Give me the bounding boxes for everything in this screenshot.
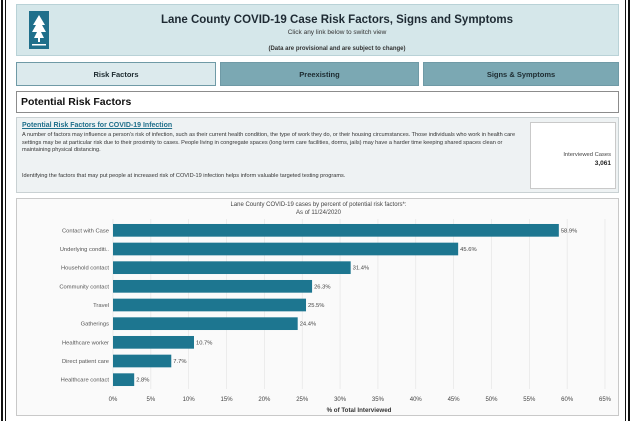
section-title: Potential Risk Factors	[21, 96, 132, 108]
bar	[113, 279, 313, 293]
x-axis-title: % of Total Interviewed	[327, 407, 392, 414]
data-label: 31.4%	[353, 266, 369, 272]
category-label: Contact with Case	[62, 228, 109, 234]
x-tick-label: 10%	[183, 397, 196, 403]
x-tick-label: 15%	[221, 397, 234, 403]
info-paragraph-2: Identifying the factors that may put peo…	[22, 173, 346, 179]
right-frame-border	[625, 0, 630, 421]
kpi-label: Interviewed Cases	[563, 152, 611, 158]
x-tick-label: 50%	[485, 397, 498, 403]
x-tick-label: 65%	[599, 397, 612, 403]
x-tick-label: 5%	[147, 397, 156, 403]
dashboard: Lane County COVID-19 Case Risk Factors, …	[14, 4, 621, 418]
dashboard-header: Lane County COVID-19 Case Risk Factors, …	[16, 4, 619, 56]
tab-signs-symptoms[interactable]: Signs & Symptoms	[423, 62, 619, 86]
x-tick-label: 60%	[561, 397, 574, 403]
dashboard-title: Lane County COVID-19 Case Risk Factors, …	[160, 14, 514, 26]
section-heading: Potential Risk Factors	[16, 91, 619, 113]
tab-preexisting[interactable]: Preexisting	[220, 62, 419, 86]
info-panel: Potential Risk Factors for COVID-19 Infe…	[16, 117, 619, 193]
category-label: Healthcare worker	[62, 340, 109, 346]
category-label: Community contact	[59, 284, 109, 290]
view-tabs: Risk Factors Preexisting Signs & Symptom…	[16, 62, 619, 86]
data-label: 10.7%	[196, 340, 212, 346]
data-label: 25.5%	[308, 303, 324, 309]
data-label: 26.3%	[314, 284, 330, 290]
category-label: Healthcare contact	[61, 378, 110, 384]
data-label: 58.9%	[561, 228, 577, 234]
data-label: 45.6%	[460, 247, 476, 253]
info-paragraph-1: A number of factors may influence a pers…	[22, 132, 516, 154]
x-tick-label: 35%	[372, 397, 385, 403]
bar	[113, 335, 194, 349]
bar	[113, 354, 172, 368]
bar	[113, 373, 135, 387]
interviewed-cases-card: Interviewed Cases 3,061	[530, 122, 616, 189]
category-label: Gatherings	[81, 322, 109, 328]
kpi-value: 3,061	[594, 160, 611, 167]
info-title: Potential Risk Factors for COVID-19 Infe…	[22, 122, 173, 129]
x-tick-label: 55%	[523, 397, 536, 403]
x-tick-label: 30%	[334, 397, 347, 403]
data-label: 24.4%	[300, 322, 316, 328]
risk-factor-bar-chart: 0% 5% 10% 15% 20% 25% 30% 35% 40% 45% 50% 55% 60% 65%…	[59, 219, 612, 414]
chart-panel: Lane County COVID-19 cases by percent of…	[16, 198, 619, 416]
category-label: Travel	[93, 303, 109, 309]
view-switch-hint: Click any link below to switch view	[287, 29, 387, 36]
chart-title: Lane County COVID-19 cases by percent of…	[230, 202, 407, 208]
tree-logo-icon	[29, 11, 49, 49]
data-label: 2.8%	[136, 378, 149, 384]
category-label: Household contact	[61, 266, 109, 272]
data-label: 7.7%	[173, 359, 186, 365]
x-tick-label: 25%	[296, 397, 309, 403]
category-label: Underlying conditi..	[60, 247, 110, 253]
bar	[113, 261, 351, 275]
bar	[113, 317, 298, 331]
bar	[113, 242, 459, 256]
tab-risk-factors[interactable]: Risk Factors	[16, 62, 216, 86]
x-tick-label: 20%	[258, 397, 271, 403]
category-label: Direct patient care	[62, 359, 109, 365]
left-frame-border	[1, 0, 6, 421]
chart-subtitle: As of 11/24/2020	[296, 210, 341, 216]
x-tick-label: 0%	[109, 397, 118, 403]
provisional-data-note: (Data are provisional and are subject to…	[268, 46, 406, 52]
x-tick-label: 40%	[410, 397, 423, 403]
x-tick-label: 45%	[448, 397, 461, 403]
bar	[113, 298, 307, 312]
bar	[113, 223, 559, 237]
